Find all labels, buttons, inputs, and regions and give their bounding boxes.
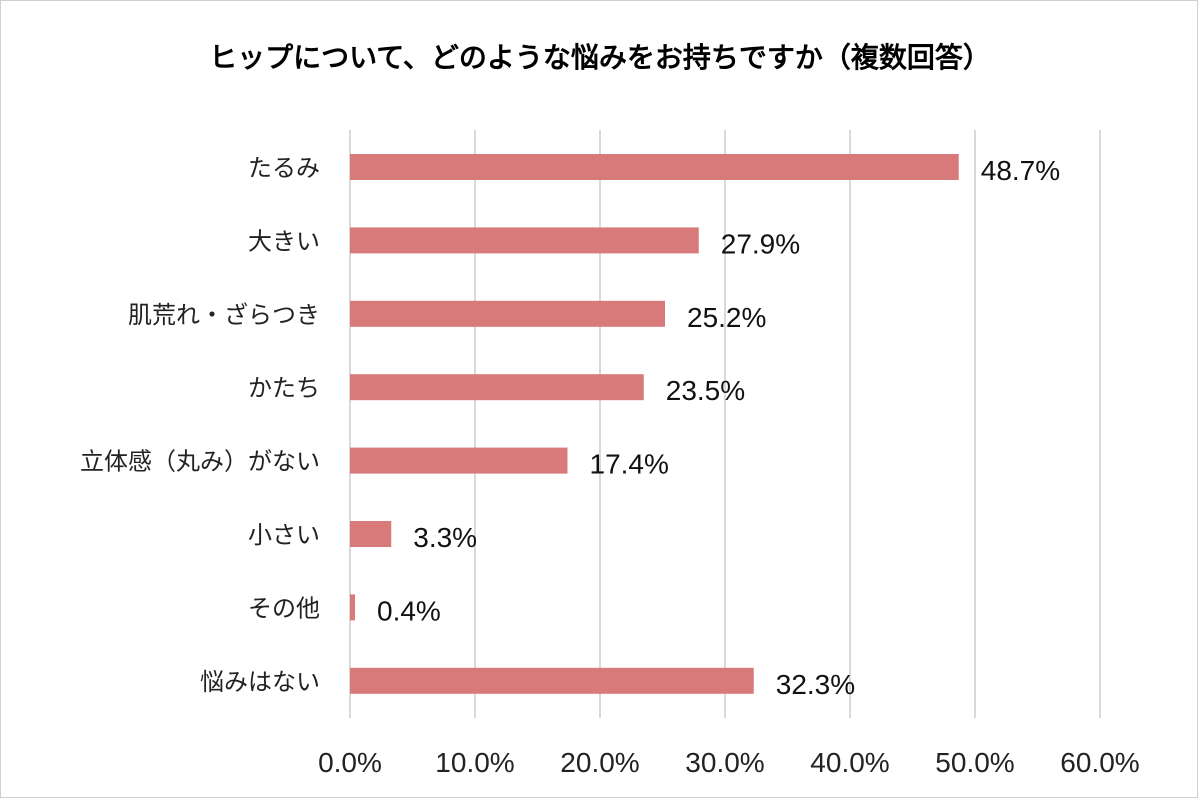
value-labels: 48.7% 27.9% 25.2% 23.5% 17.4% 3.3% 0.4% 32.3%	[377, 155, 1060, 700]
bar	[350, 594, 355, 621]
category-label: かたち	[248, 374, 320, 402]
data-label: 3.3%	[413, 522, 477, 553]
bar	[350, 374, 644, 401]
bar	[350, 667, 754, 694]
category-label: たるみ	[248, 154, 320, 182]
x-tick-label: 10.0%	[435, 747, 514, 778]
data-label: 0.4%	[377, 595, 441, 626]
x-tick-label: 50.0%	[935, 747, 1014, 778]
category-label: 大きい	[248, 227, 320, 255]
chart-title: ヒップについて、どのような悩みをお持ちですか（複数回答）	[209, 41, 991, 74]
bar	[350, 227, 699, 254]
x-tick-label: 0.0%	[318, 747, 382, 778]
data-label: 27.9%	[721, 228, 800, 259]
category-label: 肌荒れ・ざらつき	[128, 301, 320, 329]
data-label: 17.4%	[590, 449, 669, 480]
data-label: 23.5%	[666, 375, 745, 406]
category-label: 立体感（丸み）がない	[80, 448, 320, 476]
bars	[350, 154, 959, 694]
bar	[350, 447, 568, 474]
category-label: 悩みはない	[200, 668, 320, 696]
x-tick-label: 40.0%	[810, 747, 889, 778]
x-tick-label: 20.0%	[560, 747, 639, 778]
category-label: その他	[248, 594, 320, 622]
data-label: 25.2%	[687, 302, 766, 333]
gridlines	[349, 130, 1101, 718]
data-label: 48.7%	[981, 155, 1060, 186]
category-label: 小さい	[248, 521, 320, 549]
x-tick-label: 60.0%	[1060, 747, 1139, 778]
bar	[350, 521, 392, 547]
x-tick-label: 30.0%	[685, 747, 764, 778]
data-label: 32.3%	[776, 669, 855, 700]
bar	[350, 300, 665, 327]
bar	[350, 154, 959, 180]
x-axis-tick-labels: 0.0% 10.0% 20.0% 30.0% 40.0% 50.0% 60.0%	[318, 747, 1140, 778]
